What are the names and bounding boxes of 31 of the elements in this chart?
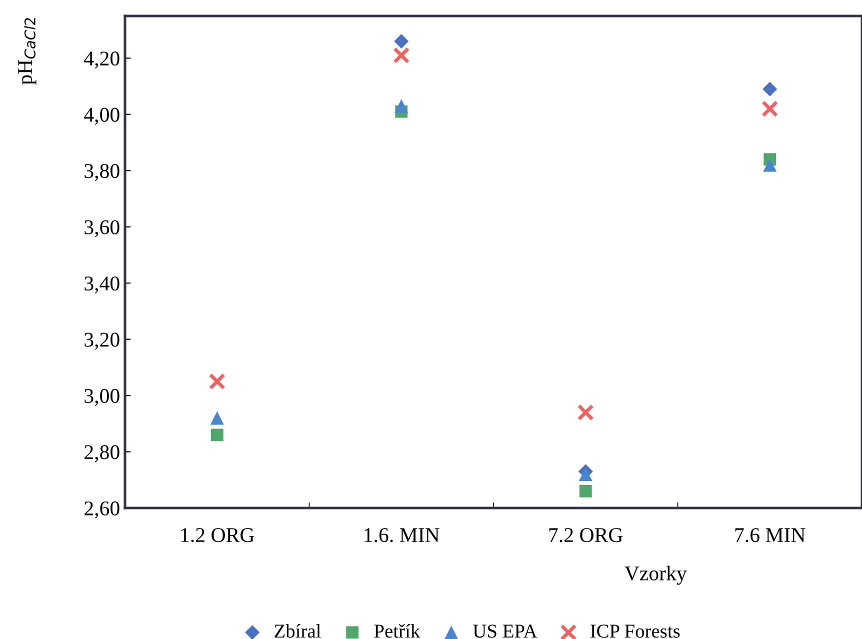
y-tick-label: 2,80: [84, 445, 120, 462]
legend-label: Petřík: [374, 624, 420, 638]
point: [762, 82, 778, 96]
point: [394, 99, 408, 113]
point: [210, 428, 224, 442]
x-tick-label: 7.6 MIN: [735, 528, 806, 542]
legend-label: Zbíral: [274, 624, 321, 638]
y-tick-label: 4,20: [84, 52, 120, 69]
y-tick-label: 3,40: [84, 276, 120, 294]
legend-label: ICP Forests: [590, 624, 680, 638]
y-axis-title: pH$_{CaCl2}$: [18, 18, 36, 85]
y-tick-label: 4,00: [84, 108, 120, 125]
x-axis-title: Vzorky: [624, 566, 687, 585]
x-tick-label: 1.2 ORG: [181, 528, 254, 542]
point: [578, 467, 592, 482]
point: [210, 411, 224, 425]
point: [579, 484, 592, 498]
y-tick-label: 3,60: [84, 220, 120, 238]
y-tick-label: 3,00: [84, 388, 120, 406]
point: [763, 158, 777, 172]
legend-label: US EPA: [473, 624, 538, 638]
y-tick-label: 3,80: [84, 164, 120, 182]
y-tick-label: 2,60: [84, 501, 120, 518]
y-tick-label: 3,20: [84, 332, 120, 350]
point: [393, 47, 410, 64]
point: [577, 404, 594, 421]
point: [394, 34, 409, 49]
point: [208, 373, 226, 390]
x-tick-label: 1.6. MIN: [364, 528, 440, 542]
point: [762, 100, 778, 118]
x-tick-label: 7.2 ORG: [549, 528, 623, 542]
